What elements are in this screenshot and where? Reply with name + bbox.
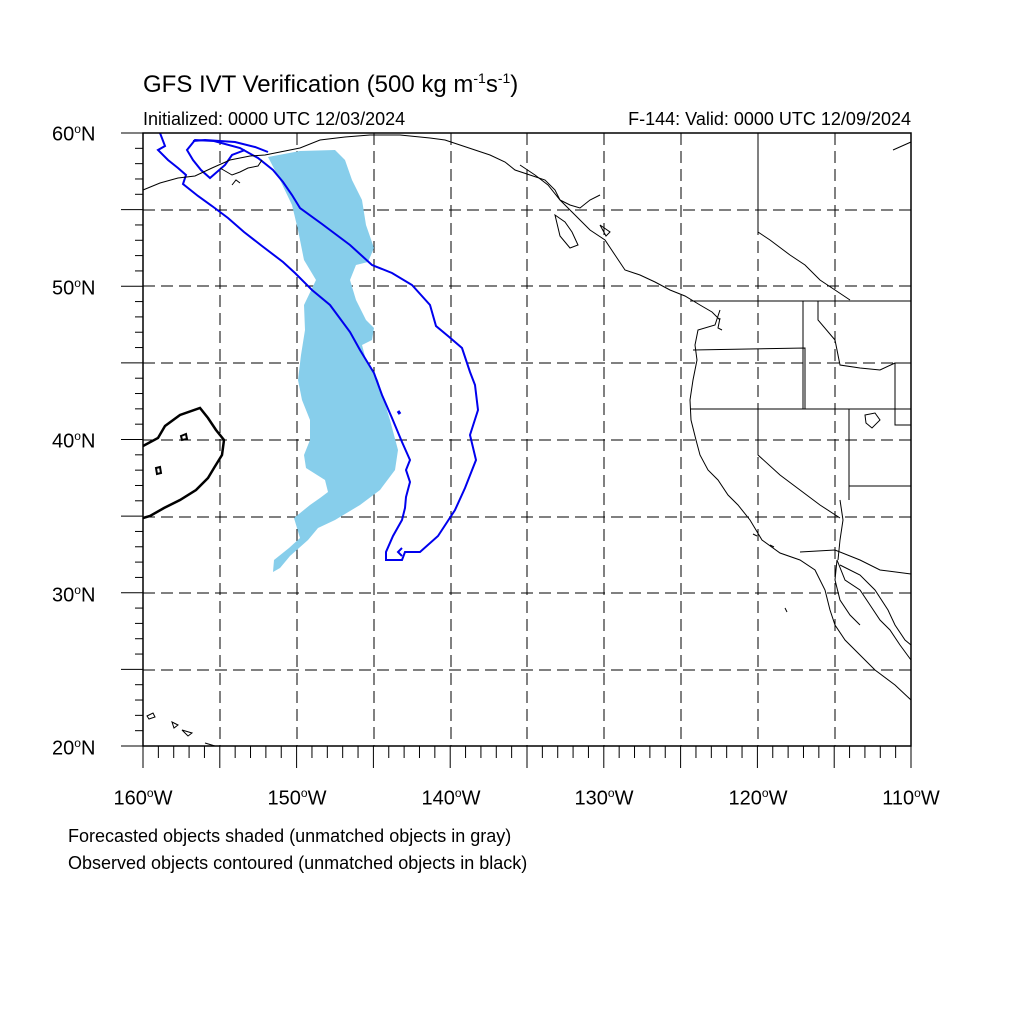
lon-label-130w: 130oW [574,786,634,810]
small-contour-a [179,432,189,442]
lat-label-60: 60oN [52,122,96,146]
lat-label-30: 30oN [52,583,96,607]
lat-label-50: 50oN [52,276,96,300]
axis-ticks [121,132,912,768]
lon-label-160w: 160oW [113,786,173,810]
initialized-label: Initialized: 0000 UTC 12/03/2024 [143,109,406,129]
political-borders [690,133,912,575]
lat-label-20: 20oN [52,736,96,760]
lat-label-40: 40oN [52,429,96,453]
observed-note: Observed objects contoured (unmatched ob… [68,853,528,873]
grid-lines [143,133,911,746]
forecast-note: Forecasted objects shaded (unmatched obj… [68,826,512,846]
small-contour-b [154,465,163,476]
lon-label-150w: 150oW [267,786,327,810]
chart-title: GFS IVT Verification (500 kg m-1s-1) [143,70,519,98]
lon-label-110w: 110oW [882,786,940,810]
forecast-object-shaded [268,150,398,572]
observed-object-contours [156,132,480,561]
lon-label-140w: 140oW [421,786,481,810]
lon-label-120w: 120oW [728,786,788,810]
valid-label: F-144: Valid: 0000 UTC 12/09/2024 [628,109,911,129]
observed-object-unmatched [142,406,226,520]
